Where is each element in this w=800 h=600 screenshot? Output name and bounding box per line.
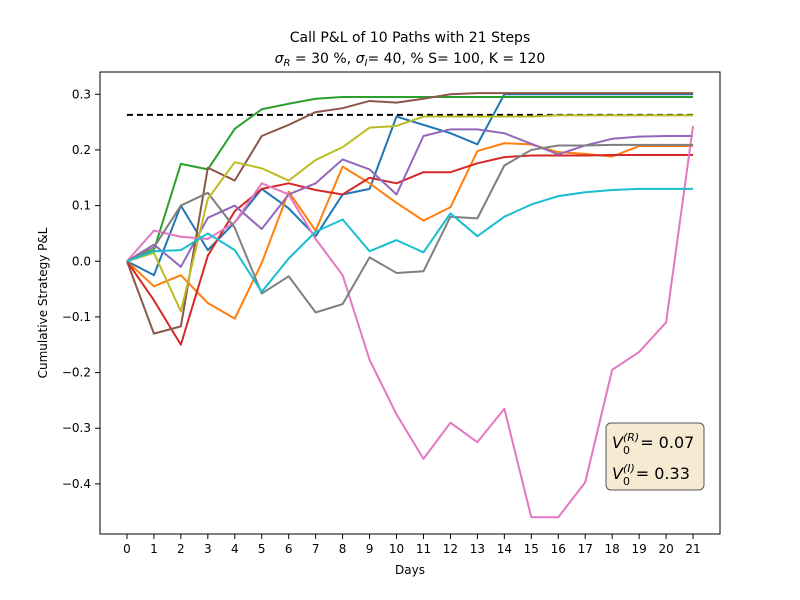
x-tick-label: 21 bbox=[685, 542, 700, 556]
x-tick-label: 7 bbox=[312, 542, 320, 556]
x-tick-label: 16 bbox=[551, 542, 566, 556]
series-line-3 bbox=[126, 96, 694, 263]
x-tick-label: 8 bbox=[339, 542, 347, 556]
series-line-7 bbox=[126, 125, 695, 519]
x-tick-label: 9 bbox=[366, 542, 374, 556]
subtitle-sigma-i-value: 40, % bbox=[384, 51, 424, 67]
y-axis: −0.4 −0.3 −0.2 −0.1 0.0 0.1 0.2 0.3 bbox=[62, 87, 100, 491]
annotation-box: V(R)= 0.07 0 V(I)= 0.33 0 bbox=[605, 422, 705, 491]
x-tick-label: 17 bbox=[578, 542, 593, 556]
y-tick-label: 0.0 bbox=[72, 254, 91, 268]
x-tick-label: 14 bbox=[497, 542, 512, 556]
x-axis-label: Days bbox=[395, 563, 425, 577]
annotation-r-value: = 0.07 bbox=[640, 433, 694, 452]
x-tick-label: 18 bbox=[605, 542, 620, 556]
x-tick-label: 15 bbox=[524, 542, 539, 556]
x-tick-label: 1 bbox=[150, 542, 158, 556]
subtitle-sigma-i-sub: I bbox=[364, 58, 367, 69]
subtitle-sigma-i-symbol: σ bbox=[356, 51, 366, 67]
x-tick-label: 11 bbox=[416, 542, 431, 556]
x-tick-label: 20 bbox=[658, 542, 673, 556]
annotation-r-base: V bbox=[612, 433, 624, 452]
x-tick-label: 4 bbox=[231, 542, 239, 556]
annotation-i-base: V bbox=[612, 464, 624, 483]
annotation-box-background bbox=[605, 422, 705, 491]
y-tick-label: 0.2 bbox=[72, 143, 91, 157]
x-tick-label: 5 bbox=[258, 542, 266, 556]
annotation-line-r: V(R)= 0.07 bbox=[612, 431, 694, 452]
annotation-r-sub: 0 bbox=[623, 444, 630, 457]
x-axis: 0 1 2 3 4 5 6 7 8 9 10 11 12 13 14 15 16 17 18 19 20 21 bbox=[123, 534, 701, 556]
series-line-8 bbox=[126, 143, 694, 314]
subtitle-sigma-r-symbol: σ bbox=[275, 51, 285, 67]
y-axis-label: Cumulative Strategy P&L bbox=[36, 227, 50, 378]
y-tick-label: −0.2 bbox=[62, 366, 91, 380]
series-layer bbox=[126, 92, 695, 519]
chart-title: Call P&L of 10 Paths with 21 Steps bbox=[290, 30, 531, 46]
y-tick-label: −0.4 bbox=[62, 477, 91, 491]
annotation-r-sup: (R) bbox=[623, 431, 639, 444]
y-tick-label: −0.1 bbox=[62, 310, 91, 324]
x-tick-label: 12 bbox=[443, 542, 458, 556]
series-line-9 bbox=[126, 114, 694, 313]
x-tick-label: 10 bbox=[389, 542, 404, 556]
y-tick-label: 0.1 bbox=[72, 199, 91, 213]
plot-frame bbox=[99, 71, 721, 535]
subtitle-sigma-r-value: 30 % bbox=[311, 51, 347, 67]
series-line-4 bbox=[126, 153, 694, 346]
x-tick-label: 0 bbox=[123, 542, 131, 556]
annotation-i-sup: (I) bbox=[623, 462, 635, 475]
chart-subtitle: σR = 30 %, σI= 40, % S= 100, K = 120 bbox=[275, 51, 546, 69]
annotation-i-value: = 0.33 bbox=[636, 464, 690, 483]
x-tick-label: 3 bbox=[204, 542, 212, 556]
series-line-10 bbox=[126, 187, 694, 293]
series-line-6 bbox=[126, 92, 694, 335]
x-tick-label: 13 bbox=[470, 542, 485, 556]
subtitle-sigma-r-sub: R bbox=[284, 58, 291, 69]
y-tick-label: −0.3 bbox=[62, 421, 91, 435]
annotation-line-i: V(I)= 0.33 bbox=[612, 462, 690, 483]
x-tick-label: 19 bbox=[631, 542, 646, 556]
x-tick-label: 6 bbox=[285, 542, 293, 556]
subtitle-rest: S= 100, K = 120 bbox=[428, 51, 545, 67]
y-tick-label: 0.3 bbox=[72, 87, 91, 101]
x-tick-label: 2 bbox=[177, 542, 185, 556]
annotation-i-sub: 0 bbox=[623, 475, 630, 488]
